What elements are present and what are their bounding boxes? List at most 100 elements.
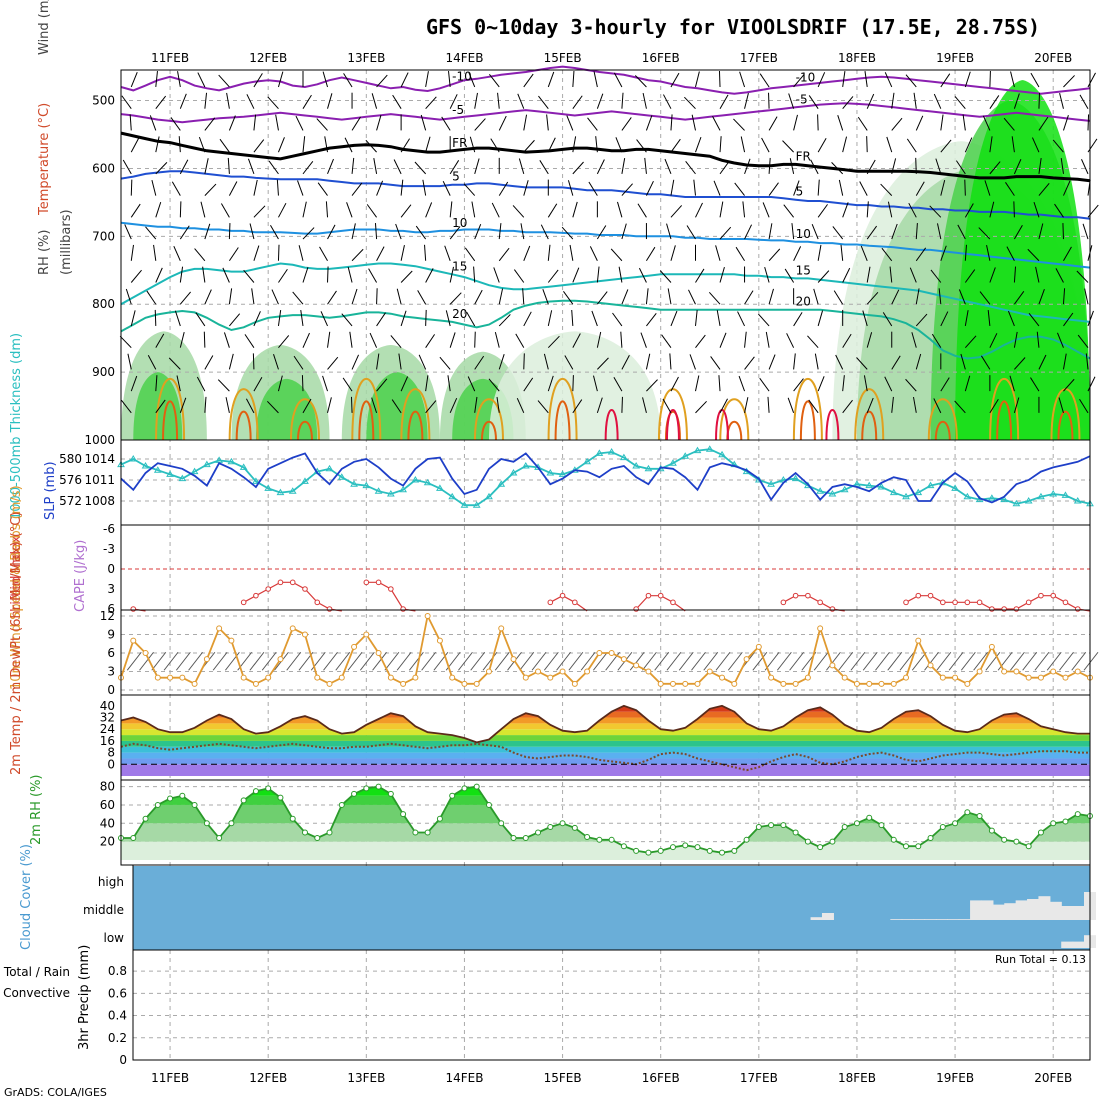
wind-barb bbox=[400, 204, 412, 218]
wind-barb bbox=[301, 375, 304, 392]
wind-barb bbox=[327, 158, 334, 175]
wind-barb bbox=[217, 379, 230, 392]
wind-barb bbox=[863, 375, 868, 392]
wind-barb bbox=[860, 245, 868, 261]
warm-contour-inner bbox=[726, 420, 743, 441]
isotherm-10 bbox=[120, 221, 1091, 269]
wind-speed-point bbox=[731, 680, 738, 687]
lifted-index-tick-label: 6 bbox=[107, 602, 115, 616]
wind-barb bbox=[179, 332, 185, 348]
warm-contour bbox=[289, 398, 320, 441]
wind-speed-point bbox=[351, 643, 358, 650]
crosssection-ylabel-group: RH (%) Temperature (°C) Wind (m/s) (milliba… bbox=[37, 0, 74, 275]
wind-barb bbox=[351, 157, 355, 174]
wind-barb bbox=[913, 92, 917, 109]
wind-barb bbox=[986, 245, 991, 261]
surface-wind-barb bbox=[580, 651, 596, 671]
wind-barb bbox=[425, 309, 427, 326]
wind-barb bbox=[491, 202, 500, 218]
wind-barb bbox=[245, 398, 255, 414]
wind-barb bbox=[670, 205, 683, 218]
wind-barb bbox=[130, 179, 133, 196]
wind-barb bbox=[906, 138, 917, 153]
wind-tick-label: 12 bbox=[100, 609, 115, 623]
lifted-index-point bbox=[302, 586, 308, 592]
wind-barb bbox=[563, 290, 574, 305]
wind-barb bbox=[400, 270, 413, 283]
wind-barb bbox=[810, 159, 819, 175]
lifted-index-point bbox=[829, 606, 836, 612]
wind-barb bbox=[130, 375, 138, 392]
wind-barb bbox=[989, 136, 993, 153]
rh2m-point bbox=[154, 801, 161, 808]
warm-contour bbox=[547, 377, 578, 441]
rh2m-point bbox=[473, 783, 480, 790]
surface-wind-barb bbox=[1022, 651, 1038, 671]
rh2m-point bbox=[853, 820, 860, 827]
thickness-point bbox=[239, 463, 248, 470]
wind-barb bbox=[933, 398, 942, 414]
wind-barb bbox=[842, 375, 845, 392]
surface-wind-barb bbox=[899, 651, 915, 671]
wind-barb bbox=[474, 118, 486, 131]
wind-barb bbox=[376, 114, 382, 131]
pressure-tick-label: 500 bbox=[92, 94, 115, 108]
lifted-index-point bbox=[572, 599, 578, 606]
middle-cloud-bar bbox=[1004, 903, 1017, 920]
wind-barb bbox=[640, 332, 647, 348]
wind-barb bbox=[523, 139, 535, 153]
wind-barb bbox=[1059, 93, 1064, 109]
pressure-tick-label: 800 bbox=[92, 297, 115, 311]
wind-barb bbox=[374, 223, 378, 240]
wind-barb bbox=[198, 136, 206, 153]
wind-barb bbox=[155, 333, 165, 348]
wind-barb bbox=[646, 379, 658, 392]
wind-barb bbox=[857, 116, 868, 131]
rh2m-point bbox=[510, 834, 517, 841]
wind-barb bbox=[833, 290, 844, 305]
wind-barb bbox=[719, 226, 732, 240]
wind-barb bbox=[612, 312, 623, 327]
wind-barb bbox=[817, 114, 819, 131]
wind-barb bbox=[278, 202, 287, 218]
surface-wind-barb bbox=[776, 651, 792, 671]
slp-line bbox=[120, 452, 1091, 504]
wind-barb bbox=[466, 311, 476, 327]
wind-barb bbox=[1057, 332, 1064, 348]
wind-barb bbox=[449, 94, 458, 109]
wind-barb bbox=[494, 332, 500, 348]
wind-speed-point bbox=[252, 680, 259, 687]
wind-barb bbox=[1062, 223, 1064, 240]
wind-barb bbox=[368, 268, 378, 283]
thickness-tick-label: 580 bbox=[59, 452, 82, 466]
warm-contour bbox=[989, 377, 1020, 441]
wind-barb bbox=[179, 159, 189, 175]
wind-barb bbox=[905, 74, 917, 88]
wind-barb bbox=[982, 115, 991, 131]
wind-speed-point bbox=[559, 668, 566, 675]
wind-barb bbox=[1014, 357, 1026, 370]
wind-barb bbox=[964, 203, 974, 218]
wind-barb bbox=[179, 266, 184, 283]
wind-barb bbox=[540, 224, 549, 240]
wind-barb bbox=[891, 289, 900, 305]
cloud-axis-label: Cloud Cover (%) bbox=[19, 844, 34, 950]
wind-barb bbox=[297, 180, 304, 196]
surface-wind-barb bbox=[727, 651, 743, 671]
wind-barb bbox=[474, 355, 485, 370]
wind-barb bbox=[1063, 246, 1072, 262]
bottom-date-label: 15FEB bbox=[544, 1071, 582, 1085]
thickness-point bbox=[227, 457, 236, 465]
thickness-point bbox=[987, 494, 996, 501]
wind-barb bbox=[319, 246, 328, 262]
thickness-point bbox=[632, 462, 641, 469]
wind-speed-point bbox=[829, 662, 836, 669]
wind-barb bbox=[1087, 72, 1096, 88]
wind-speed-point bbox=[1013, 668, 1020, 675]
surface-wind-barb bbox=[396, 651, 412, 671]
wind-barb bbox=[376, 288, 378, 305]
wind-barb bbox=[271, 289, 279, 305]
wind-barb bbox=[708, 291, 721, 305]
bottom-date-label: 18FEB bbox=[838, 1071, 876, 1085]
wind-speed-point bbox=[706, 668, 713, 675]
